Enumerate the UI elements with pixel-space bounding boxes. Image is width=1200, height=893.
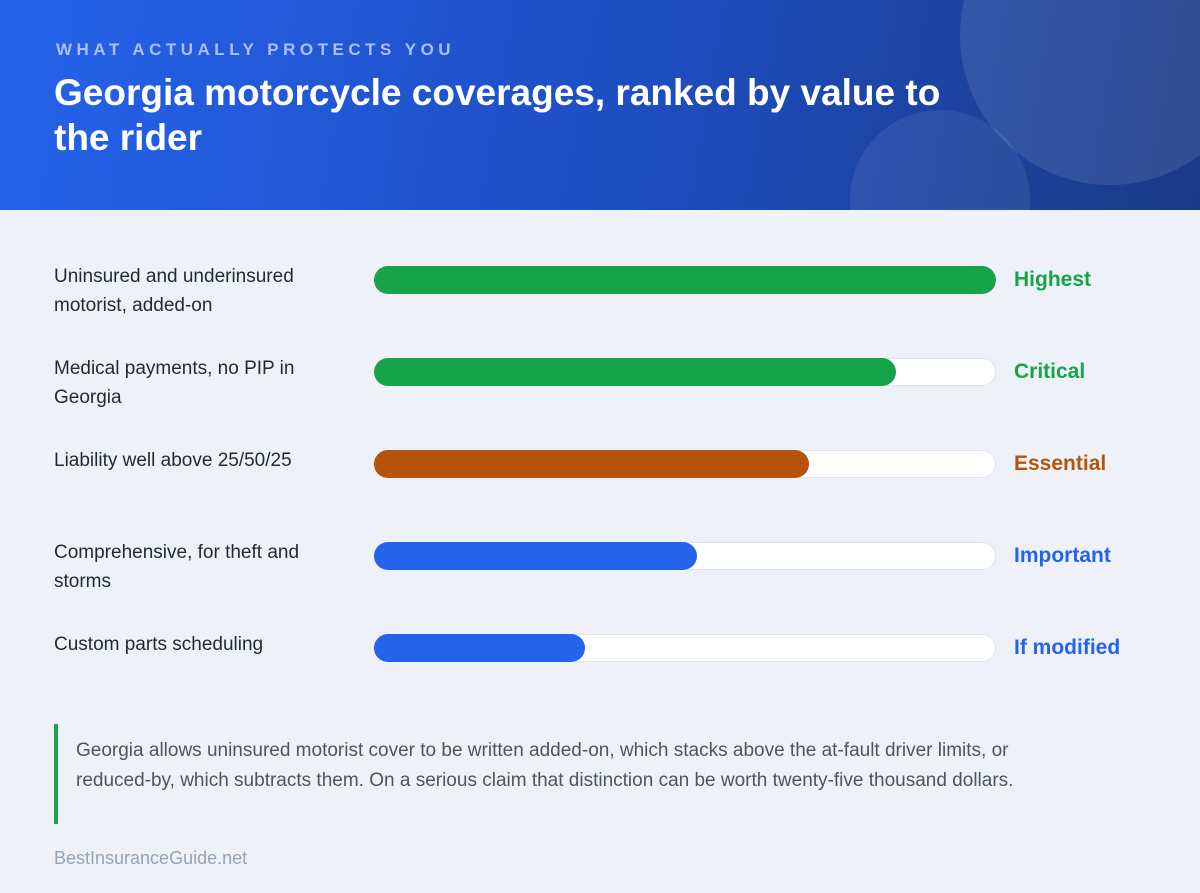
coverage-row: Uninsured and underinsured motorist, add… (0, 262, 1200, 322)
page-title: Georgia motorcycle coverages, ranked by … (54, 72, 941, 158)
rank-label: Critical (1014, 360, 1086, 383)
coverage-label: Comprehensive, for theft and storms (54, 542, 300, 592)
bar-track (374, 542, 996, 570)
callout-note: Georgia allows uninsured motorist cover … (54, 724, 1014, 824)
header-banner: WHAT ACTUALLY PROTECTS YOU Georgia motor… (0, 0, 1200, 210)
coverage-label: Medical payments, no PIP in Georgia (54, 358, 295, 408)
rank-label: Essential (1014, 452, 1107, 475)
rank-label: Highest (1014, 268, 1092, 291)
coverage-label: Custom parts scheduling (54, 634, 264, 655)
callout-text: Georgia allows uninsured motorist cover … (76, 740, 1014, 791)
bar-track (374, 450, 996, 478)
bar-fill (374, 266, 996, 294)
coverage-label: Liability well above 25/50/25 (54, 450, 292, 471)
coverage-row: Comprehensive, for theft and storms Impor… (0, 538, 1200, 598)
bar-track (374, 634, 996, 662)
coverage-row: Liability well above 25/50/25 Essential (0, 446, 1200, 506)
bar-fill (374, 634, 585, 662)
rank-label: If modified (1014, 636, 1121, 659)
bar-fill (374, 542, 697, 570)
eyebrow-label: WHAT ACTUALLY PROTECTS YOU (56, 40, 456, 59)
bar-track (374, 358, 996, 386)
coverage-label: Uninsured and underinsured motorist, add… (54, 266, 294, 316)
rank-label: Important (1014, 544, 1111, 567)
footer-brand: BestInsuranceGuide.net (54, 848, 248, 868)
coverage-row: Medical payments, no PIP in Georgia Criti… (0, 354, 1200, 414)
bar-fill (374, 358, 896, 386)
coverage-row: Custom parts scheduling If modified (0, 630, 1200, 690)
bar-track (374, 266, 996, 294)
bar-fill (374, 450, 809, 478)
